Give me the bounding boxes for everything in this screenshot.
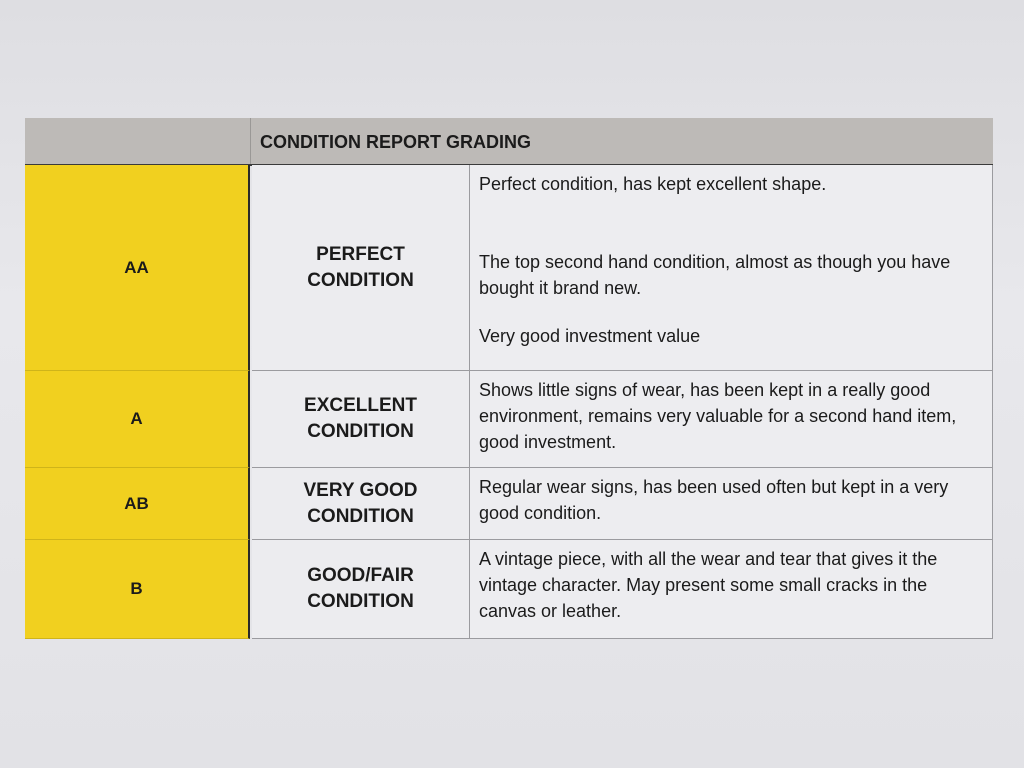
condition-label: EXCELLENT <box>304 395 417 416</box>
condition-label: CONDITION <box>307 269 414 291</box>
grade-cell: A <box>25 371 250 468</box>
grade-cell: AB <box>25 468 250 540</box>
condition-label: CONDITION <box>307 421 414 442</box>
description-cell: Shows little signs of wear, has been kep… <box>470 371 993 468</box>
condition-label: VERY GOOD <box>303 479 418 501</box>
description-text: Regular wear signs, has been used often … <box>479 477 949 523</box>
description-cell: Regular wear signs, has been used often … <box>470 468 993 540</box>
condition-cell: PERFECT CONDITION <box>252 165 470 371</box>
header-divider <box>250 118 251 164</box>
grade-cell: AA <box>25 165 250 371</box>
table-row: B GOOD/FAIR CONDITION A vintage piece, wi… <box>25 540 993 639</box>
description-cell: A vintage piece, with all the wear and t… <box>470 540 993 639</box>
condition-label: GOOD/FAIR <box>307 565 414 586</box>
table-row: AA PERFECT CONDITION Perfect condition, h… <box>25 165 993 371</box>
condition-label: CONDITION <box>307 591 414 612</box>
condition-grading-table: CONDITION REPORT GRADING AA PERFECT CONDI… <box>25 118 993 640</box>
description-cell: Perfect condition, has kept excellent sh… <box>470 165 993 371</box>
condition-cell: GOOD/FAIR CONDITION <box>252 540 470 639</box>
table-row: AB VERY GOOD CONDITION Regular wear signs… <box>25 468 993 540</box>
description-text: The top second hand condition, almost as… <box>479 252 951 298</box>
condition-label: PERFECT <box>316 243 405 265</box>
condition-cell: VERY GOOD CONDITION <box>252 468 470 540</box>
description-text: Very good investment value <box>479 326 701 346</box>
condition-cell: EXCELLENT CONDITION <box>252 371 470 468</box>
description-text: A vintage piece, with all the wear and t… <box>479 549 938 621</box>
description-text: Perfect condition, has kept excellent sh… <box>479 174 827 194</box>
condition-label: CONDITION <box>307 505 414 527</box>
table-title: CONDITION REPORT GRADING <box>260 132 532 152</box>
table-header: CONDITION REPORT GRADING <box>25 118 993 166</box>
description-text: Shows little signs of wear, has been kep… <box>479 380 957 452</box>
table-row: A EXCELLENT CONDITION Shows little signs … <box>25 371 993 468</box>
grade-cell: B <box>25 540 250 639</box>
